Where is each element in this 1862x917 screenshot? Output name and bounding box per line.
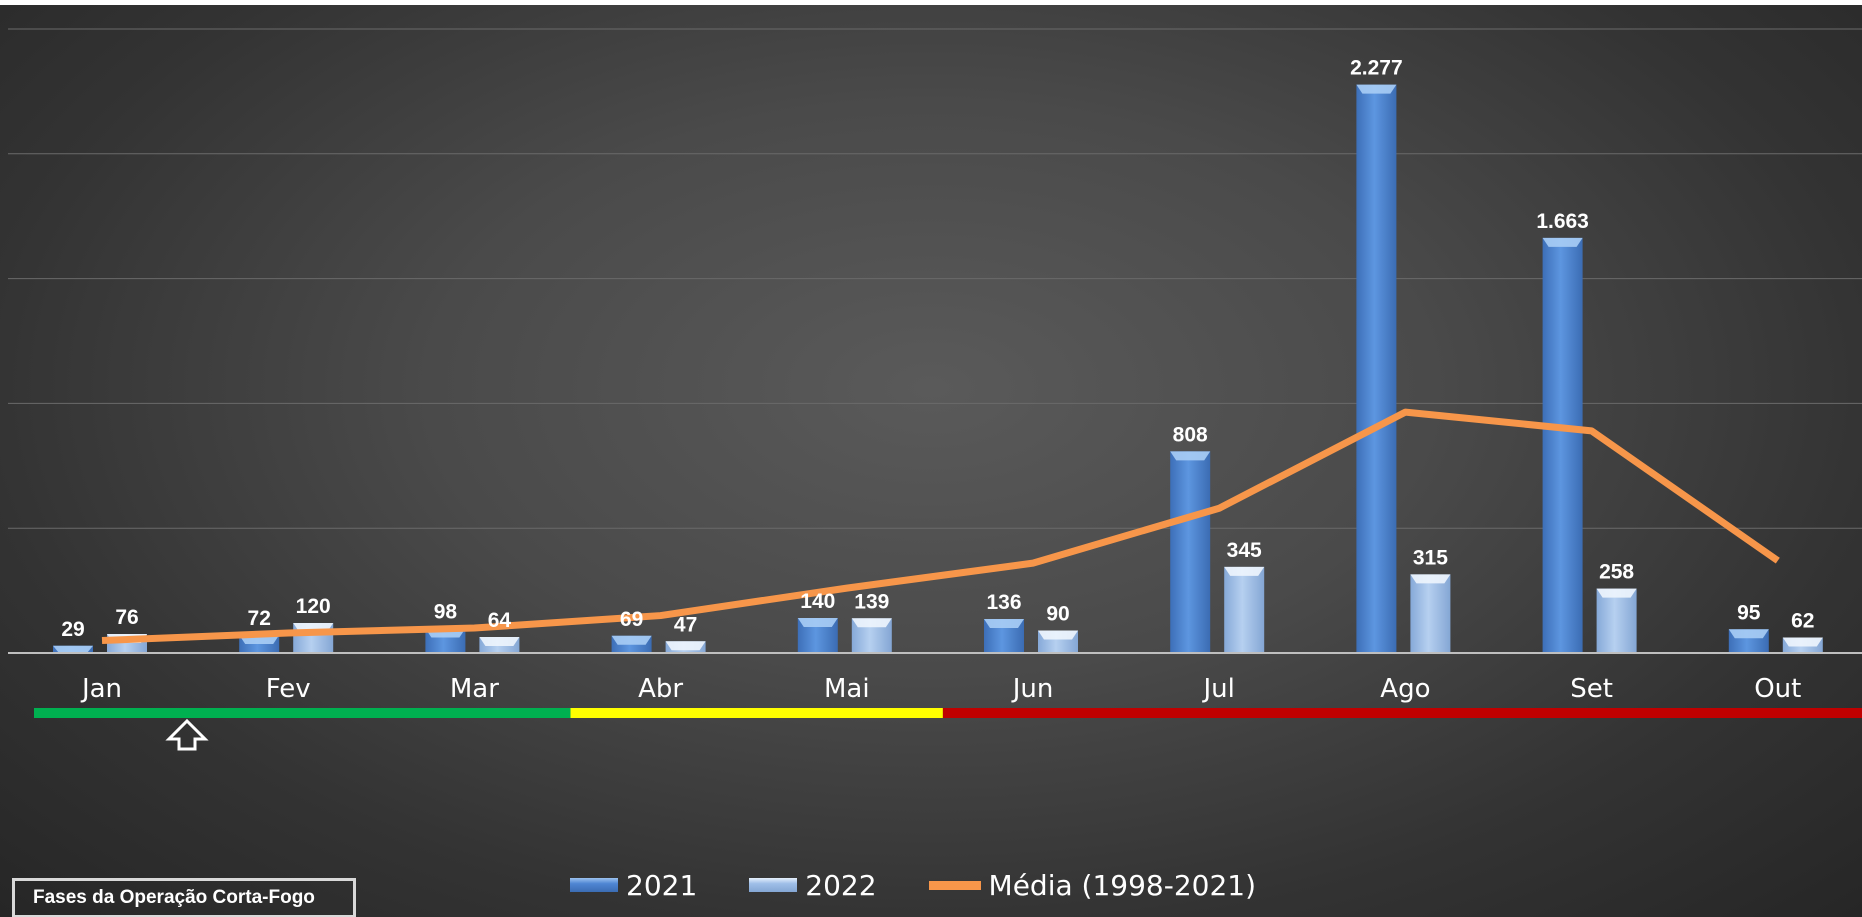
x-tick-label: Jan xyxy=(80,674,122,704)
x-tick-label: Jun xyxy=(1011,674,1054,704)
bars xyxy=(53,84,1823,654)
legend-item-media: Média (1998-2021) xyxy=(928,868,1256,902)
data-label-2022: 90 xyxy=(1046,603,1069,626)
phase-segment xyxy=(570,708,943,718)
bar-cap-2022 xyxy=(479,637,520,647)
bar-cap-2022 xyxy=(665,641,706,651)
bar-cap-2021 xyxy=(1542,237,1583,247)
x-tick-label: Jul xyxy=(1202,674,1235,704)
x-tick-label: Out xyxy=(1754,674,1801,704)
x-axis: Jan Fev Mar Abr Mai Jun Jul Ago Set Out xyxy=(8,652,1862,704)
data-labels: 29 72 98 69 140 136 808 2.277 1.663 95 76 120 64 47 13… xyxy=(61,57,1814,641)
legend-label-2022: 2022 xyxy=(805,868,877,902)
data-label-2021: 72 xyxy=(248,607,271,630)
gridlines xyxy=(8,28,1862,529)
bar-2021 xyxy=(1170,451,1211,653)
bar-2022 xyxy=(1596,588,1637,653)
line-media xyxy=(101,408,1780,645)
up-arrow-icon xyxy=(165,718,209,751)
data-label-2021: 69 xyxy=(620,608,643,631)
bar-cap-2022 xyxy=(1596,588,1637,598)
data-label-2022: 47 xyxy=(674,613,697,636)
bar-cap-2021 xyxy=(1728,629,1769,639)
data-label-2022: 258 xyxy=(1599,561,1634,584)
x-tick-label: Mar xyxy=(450,674,499,704)
data-label-2021: 98 xyxy=(434,601,458,624)
bar-cap-2021 xyxy=(1356,84,1397,94)
legend-label-2021: 2021 xyxy=(626,868,698,902)
phase-label: Fases da Operação Corta-Fogo xyxy=(33,887,315,908)
data-label-2022: 120 xyxy=(296,595,331,618)
bar-2022 xyxy=(1224,566,1265,653)
bar-cap-2021 xyxy=(797,618,838,628)
bar-cap-2022 xyxy=(1410,574,1451,584)
data-label-2021: 808 xyxy=(1173,423,1208,446)
x-tick-label: Set xyxy=(1570,674,1613,704)
legend-swatch-2022 xyxy=(749,878,798,892)
plot-area: 29 72 98 69 140 136 808 2.277 1.663 95 76 120 64 47 13… xyxy=(8,28,1862,751)
x-tick-label: Fev xyxy=(266,674,311,704)
legend-label-media: Média (1998-2021) xyxy=(988,868,1256,902)
data-label-2022: 345 xyxy=(1227,539,1262,562)
chart-container: 29 72 98 69 140 136 808 2.277 1.663 95 76 120 64 47 13… xyxy=(0,5,1862,917)
data-label-2021: 29 xyxy=(61,618,84,641)
bar-2021 xyxy=(1542,237,1583,653)
bar-cap-2022 xyxy=(851,618,892,628)
bar-2022 xyxy=(1410,574,1451,653)
phase-segment xyxy=(942,708,1862,718)
data-label-2022: 64 xyxy=(488,609,512,632)
x-tick-label: Ago xyxy=(1380,674,1430,704)
data-label-2021: 2.277 xyxy=(1350,57,1403,80)
bar-cap-2021 xyxy=(53,645,93,653)
data-label-2022: 62 xyxy=(1791,610,1814,633)
data-label-2022: 139 xyxy=(854,590,889,613)
bar-cap-2022 xyxy=(1782,637,1823,647)
data-label-2022: 315 xyxy=(1413,546,1448,569)
bar-cap-2021 xyxy=(984,619,1024,629)
phase-segment xyxy=(34,708,571,718)
data-label-2021: 1.663 xyxy=(1536,210,1589,233)
data-label-2021: 140 xyxy=(800,590,835,613)
data-label-2021: 95 xyxy=(1737,601,1761,624)
x-tick-label: Mai xyxy=(824,674,870,704)
bar-cap-2022 xyxy=(1038,630,1078,640)
legend: 2021 2022 Média (1998-2021) xyxy=(570,865,1308,905)
phase-label-box: Fases da Operação Corta-Fogo xyxy=(12,878,356,917)
data-label-2022: 76 xyxy=(115,606,138,629)
legend-swatch-media xyxy=(928,880,981,890)
bar-cap-2022 xyxy=(1224,566,1265,576)
phase-bars xyxy=(34,708,1862,751)
x-tick-label: Abr xyxy=(638,674,683,704)
data-label-2021: 136 xyxy=(986,591,1021,614)
legend-item-2022: 2022 xyxy=(749,868,877,902)
bar-cap-2021 xyxy=(1170,451,1211,461)
legend-item-2021: 2021 xyxy=(570,869,697,902)
average-line xyxy=(101,408,1780,645)
bar-cap-2021 xyxy=(611,635,652,645)
legend-swatch-2021 xyxy=(570,878,618,892)
bar-2021 xyxy=(1356,84,1397,654)
